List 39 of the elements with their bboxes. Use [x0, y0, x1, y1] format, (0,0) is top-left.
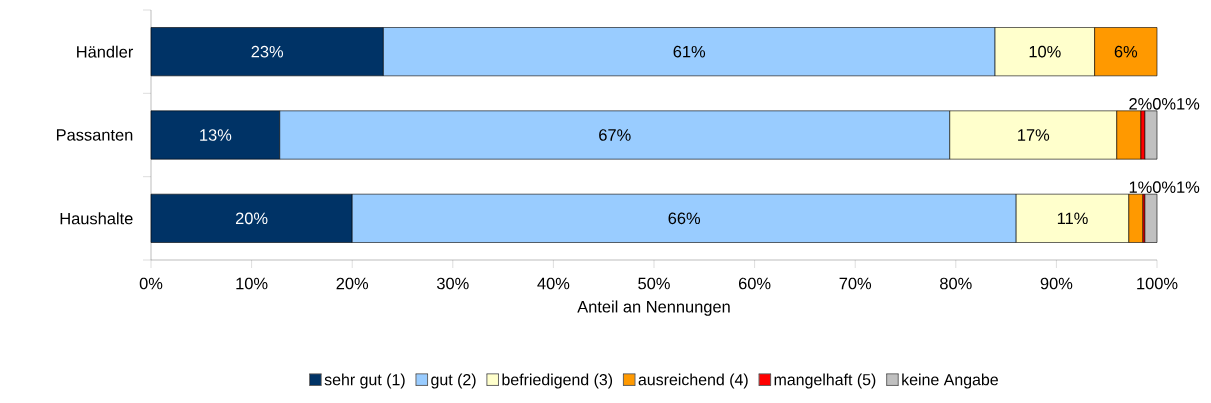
- data-label: 2%: [1129, 97, 1152, 110]
- legend-label: gut (2): [431, 373, 476, 389]
- x-tick-label: 90%: [1040, 277, 1073, 290]
- y-tick-label: Haushalte: [60, 212, 133, 225]
- x-tick-label: 100%: [1137, 277, 1178, 290]
- x-axis-title: Anteil an Nennungen: [577, 300, 730, 316]
- x-tick-label: 70%: [839, 277, 872, 290]
- data-label: 1%: [1177, 98, 1200, 110]
- data-label: 67%: [599, 129, 631, 141]
- legend-label: keine Angabe: [902, 373, 998, 389]
- data-label: 1%: [1177, 181, 1200, 193]
- data-label: 17%: [1018, 129, 1050, 141]
- data-label: 13%: [200, 129, 232, 141]
- data-label: 6%: [1114, 45, 1138, 58]
- bar: [1144, 110, 1158, 160]
- data-label: 0%: [1152, 181, 1176, 193]
- x-tick-label: 20%: [336, 277, 369, 290]
- x-tick-label: 10%: [236, 277, 268, 290]
- legend-label: ausreichend (4): [638, 373, 748, 389]
- data-label: 0%: [1152, 97, 1176, 110]
- y-tick-label: Passanten: [56, 129, 133, 141]
- x-tick-label: 30%: [436, 277, 469, 290]
- data-label: 1%: [1129, 181, 1152, 193]
- data-label: 20%: [235, 212, 268, 225]
- x-tick-label: 60%: [738, 277, 771, 290]
- y-tick-label: Händler: [77, 45, 134, 58]
- legend-label: mangelhaft (5): [774, 373, 876, 389]
- x-tick-label: 80%: [940, 277, 972, 290]
- bar: [1144, 193, 1158, 243]
- x-tick-label: 40%: [537, 277, 570, 290]
- x-tick-label: 0%: [139, 277, 163, 290]
- data-label: 61%: [673, 45, 706, 58]
- data-label: 66%: [668, 212, 701, 225]
- data-label: 10%: [1029, 45, 1061, 58]
- data-label: 11%: [1057, 212, 1088, 225]
- x-tick-label: 50%: [638, 277, 670, 290]
- legend-label: sehr gut (1): [324, 373, 405, 389]
- legend-label: befriedigend (3): [502, 373, 613, 389]
- data-label: 23%: [251, 45, 284, 58]
